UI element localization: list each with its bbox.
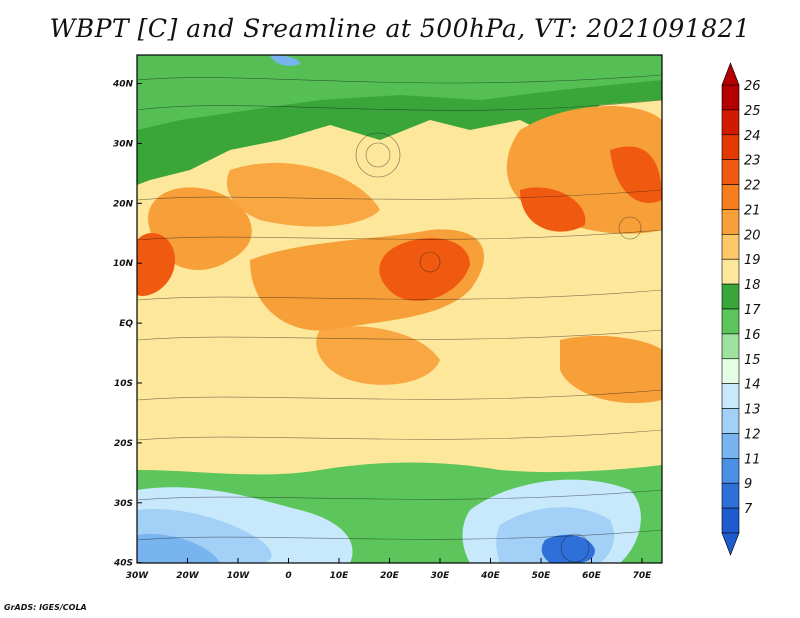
- colorbar-segment: [721, 482, 740, 509]
- lat-tick-label: EQ: [119, 319, 133, 329]
- colorbar-label: 26: [744, 79, 761, 94]
- colorbar-label: 9: [744, 477, 752, 492]
- colorbar-label: 13: [744, 403, 761, 418]
- lon-tick-label: 20W: [176, 571, 200, 581]
- lat-tick-label: 30S: [114, 499, 133, 509]
- lat-tick-label: 30N: [113, 139, 134, 149]
- lon-tick-label: 30E: [431, 571, 451, 581]
- colorbar-segment: [721, 184, 740, 210]
- colorbar-label: 17: [744, 303, 761, 318]
- colorbar-segment: [721, 383, 740, 409]
- colorbar-segment: [721, 283, 740, 310]
- lon-tick-label: 10E: [330, 571, 350, 581]
- lat-tick-label: 10N: [113, 259, 134, 269]
- lon-tick-label: 20E: [380, 571, 400, 581]
- lon-tick-label: 60E: [582, 571, 602, 581]
- colorbar-top-arrow: [721, 62, 740, 86]
- colorbar-label: 14: [744, 378, 761, 393]
- lon-tick-label: 30W: [126, 571, 150, 581]
- lon-tick-label: 70E: [633, 571, 653, 581]
- colorbar-label: 16: [744, 328, 761, 343]
- colorbar-label: 22: [744, 179, 761, 194]
- lat-tick-label: 20S: [114, 439, 133, 449]
- latitude-axis: 40N 30N 20N 10N EQ 10S 20S 30S 40S: [112, 80, 142, 569]
- map-title: WBPT [C] and Sreamline at 500hPa, VT: 20…: [49, 14, 751, 43]
- colorbar-label: 23: [744, 154, 761, 169]
- colorbar-label: 25: [744, 104, 761, 119]
- colorbar-label: 20: [744, 228, 761, 243]
- colorbar-segment: [721, 433, 740, 459]
- colorbar-segment: [721, 308, 740, 335]
- lon-tick-label: 40E: [480, 571, 501, 581]
- credit-text: GrADS: IGES/COLA: [4, 603, 87, 612]
- colorbar-label: 18: [744, 278, 761, 293]
- lat-tick-label: 10S: [114, 379, 133, 389]
- colorbar-segment: [721, 234, 740, 260]
- colorbar-label: 24: [744, 129, 761, 144]
- lat-tick-label: 40N: [112, 80, 134, 90]
- map-frame: [136, 54, 663, 564]
- colorbar-segment: [721, 358, 740, 384]
- lat-tick-label: 40S: [113, 559, 133, 569]
- colorbar-segment: [721, 507, 740, 534]
- colorbar-segment: [721, 333, 740, 360]
- colorbar-segment: [721, 109, 740, 136]
- wbpt-field: [137, 55, 662, 563]
- colorbar-segment: [721, 408, 740, 434]
- colorbar-segment: [721, 258, 740, 285]
- colorbar-segment: [721, 84, 740, 111]
- colorbar-bottom-arrow: [721, 532, 740, 556]
- colorbar-segment: [721, 134, 740, 160]
- colorbar-label: 21: [744, 203, 761, 218]
- lon-tick-label: 0: [285, 571, 291, 581]
- colorbar-label: 19: [744, 253, 761, 268]
- lon-tick-label: 10W: [227, 571, 251, 581]
- longitude-axis: 30W 20W 10W 0 10E 20E 30E 40E 50E 60E 70E: [126, 558, 652, 581]
- colorbar-label: 12: [744, 427, 761, 442]
- colorbar-segment: [721, 159, 740, 185]
- colorbar-label: 7: [744, 502, 753, 517]
- colorbar: 26 25 24 23 22 21 20 19 18 17 16 15 14 13 12 11 9 7: [721, 62, 761, 556]
- lat-tick-label: 20N: [113, 199, 134, 209]
- colorbar-segment: [721, 458, 740, 484]
- lon-tick-label: 50E: [532, 571, 552, 581]
- colorbar-label: 11: [744, 452, 761, 467]
- colorbar-segment: [721, 209, 740, 235]
- colorbar-label: 15: [744, 353, 761, 368]
